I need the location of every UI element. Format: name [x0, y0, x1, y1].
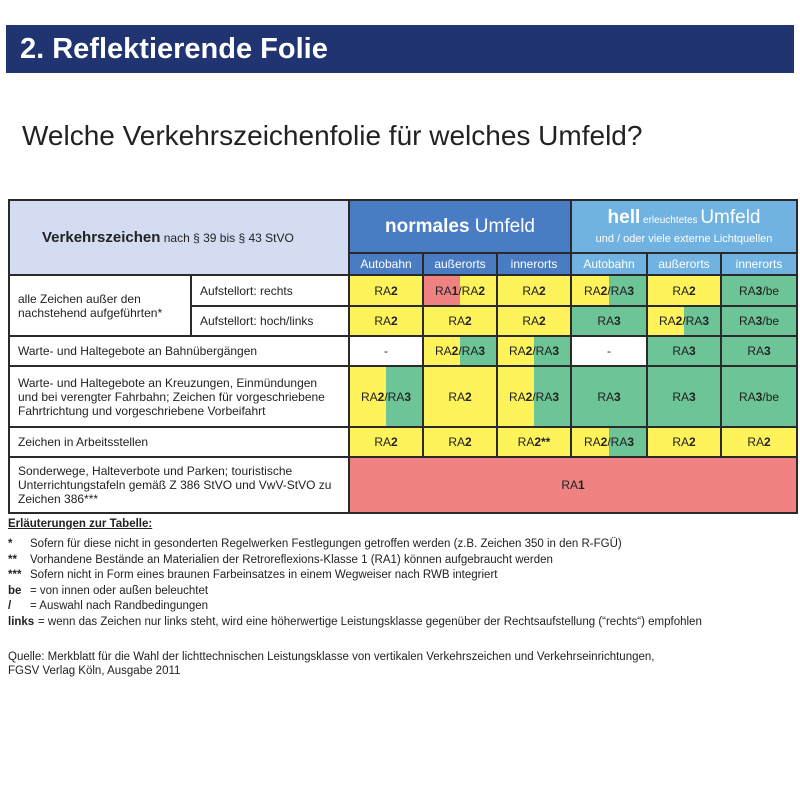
- class-cell: RA3/be: [720, 274, 799, 307]
- header-rest: nach § 39 bis § 43 StVO: [160, 231, 294, 245]
- note-item: *** Sofern nicht in Form eines braunen Fa…: [8, 569, 497, 581]
- class-cell: RA2/RA3: [570, 274, 649, 307]
- note-item: ** Vorhandene Bestände an Materialien der…: [8, 554, 553, 566]
- note-text: = von innen oder außen beleuchtet: [30, 584, 209, 597]
- column-header-3: Autobahn: [570, 252, 649, 276]
- source-line-1: Quelle: Merkblatt für die Wahl der licht…: [8, 651, 655, 663]
- table-row: Warte- und Haltegebote an Bahnübergängen…: [7, 335, 799, 367]
- notes-heading: Erläuterungen zur Tabelle:: [8, 518, 153, 530]
- header-verkehrszeichen: Verkehrszeichen nach § 39 bis § 43 StVO: [7, 199, 351, 276]
- group-label: alle Zeichen außer den nachstehend aufge…: [8, 274, 192, 337]
- page-subtitle: Welche Verkehrszeichenfolie für welches …: [22, 120, 643, 151]
- table-row: Warte- und Haltegebote an Kreuzungen, Ei…: [7, 365, 799, 428]
- note-text: Vorhandene Bestände an Materialien der R…: [30, 553, 553, 566]
- note-item: links = wenn das Zeichen nur links steht,…: [8, 616, 702, 628]
- note-key: /: [8, 600, 12, 612]
- column-header-2: innerorts: [496, 252, 573, 276]
- sub-label: Aufstellort: hoch/links: [189, 305, 351, 337]
- folie-table: Verkehrszeichen nach § 39 bis § 43 StVO …: [7, 199, 799, 514]
- class-cell: RA2: [348, 305, 425, 337]
- class-cell: RA2/RA3: [348, 365, 425, 428]
- class-cell: RA2: [422, 426, 499, 458]
- note-key: **: [8, 553, 17, 566]
- table-row: alle Zeichen außer den nachstehend aufge…: [8, 274, 799, 337]
- table-row: Sonderwege, Halteverbote und Parken; tou…: [7, 456, 799, 514]
- class-cell: RA2: [496, 274, 573, 307]
- column-header-1: außerorts: [422, 252, 499, 276]
- note-text: Sofern nicht in Form eines braunen Farbe…: [30, 569, 498, 581]
- note-key: ***: [8, 569, 22, 581]
- class-cell: RA3: [646, 365, 723, 428]
- title-bar: 2. Reflektierende Folie: [6, 25, 794, 73]
- column-header-5: innerorts: [720, 252, 799, 276]
- note-text: = wenn das Zeichen nur links steht, wird…: [38, 615, 702, 628]
- note-text: = Auswahl nach Randbedingungen: [30, 600, 209, 612]
- header-hell-umfeld: hell erleuchtetes Umfeld und / oder viele…: [570, 199, 799, 254]
- class-cell: RA2/RA3: [496, 365, 573, 428]
- hell-bold: hell: [607, 206, 641, 228]
- hell-line2: und / oder viele externe Lichtquellen: [595, 232, 773, 245]
- class-cell: RA2: [422, 305, 499, 337]
- class-cell: RA3: [570, 305, 649, 337]
- table-row: Aufstellort: hoch/links RA2 RA2 RA2 RA3 RA2/R…: [9, 305, 799, 337]
- header-normales-umfeld: normales Umfeld: [348, 199, 573, 254]
- row-label: Sonderwege, Halteverbote und Parken; tou…: [7, 456, 351, 514]
- sub-label: Aufstellort: rechts: [189, 274, 351, 307]
- normal-rest: Umfeld: [469, 215, 535, 237]
- class-cell: -: [348, 335, 425, 367]
- class-cell: RA2: [496, 305, 573, 337]
- class-cell: RA1/RA2: [422, 274, 499, 307]
- normal-bold: normales: [385, 215, 470, 237]
- source-line-2: FGSV Verlag Köln, Ausgabe 2011: [8, 665, 181, 677]
- header-bold: Verkehrszeichen: [42, 229, 161, 246]
- note-item: be = von innen oder außen beleuchtet: [8, 585, 208, 597]
- class-cell: RA1: [348, 456, 799, 514]
- column-header-0: Autobahn: [348, 252, 425, 276]
- table-row: Zeichen in Arbeitsstellen RA2 RA2 RA2** RA2/…: [7, 426, 799, 458]
- class-cell: RA2: [348, 426, 425, 458]
- hell-rest: Umfeld: [700, 206, 761, 228]
- note-item: / = Auswahl nach Randbedingungen: [8, 600, 208, 612]
- note-text: Sofern für diese nicht in gesonderten Re…: [30, 538, 622, 550]
- note-item: * Sofern für diese nicht in gesonderten R…: [8, 538, 622, 550]
- class-cell: RA2/RA3: [646, 305, 723, 337]
- class-cell: RA2**: [496, 426, 573, 458]
- class-cell: RA2: [422, 365, 499, 428]
- class-cell: RA2: [348, 274, 425, 307]
- class-cell: RA2: [646, 274, 723, 307]
- class-cell: RA3/be: [720, 365, 799, 428]
- class-cell: RA2: [720, 426, 799, 458]
- class-cell: -: [570, 335, 649, 367]
- class-cell: RA2/RA3: [570, 426, 649, 458]
- row-label: Warte- und Haltegebote an Bahnübergängen: [7, 335, 351, 367]
- note-key: be: [8, 584, 22, 597]
- class-cell: RA2/RA3: [496, 335, 573, 367]
- row-label: Warte- und Haltegebote an Kreuzungen, Ei…: [7, 365, 351, 428]
- class-cell: RA3/be: [720, 305, 799, 337]
- hell-small: erleuchtetes: [640, 214, 701, 226]
- row-label: Zeichen in Arbeitsstellen: [7, 426, 351, 458]
- class-cell: RA3: [646, 335, 723, 367]
- class-cell: RA3: [720, 335, 799, 367]
- class-cell: RA2/RA3: [422, 335, 499, 367]
- class-cell: RA3: [570, 365, 649, 428]
- note-key: *: [8, 538, 13, 550]
- note-key: links: [8, 615, 35, 628]
- column-header-4: außerorts: [646, 252, 723, 276]
- class-cell: RA2: [646, 426, 723, 458]
